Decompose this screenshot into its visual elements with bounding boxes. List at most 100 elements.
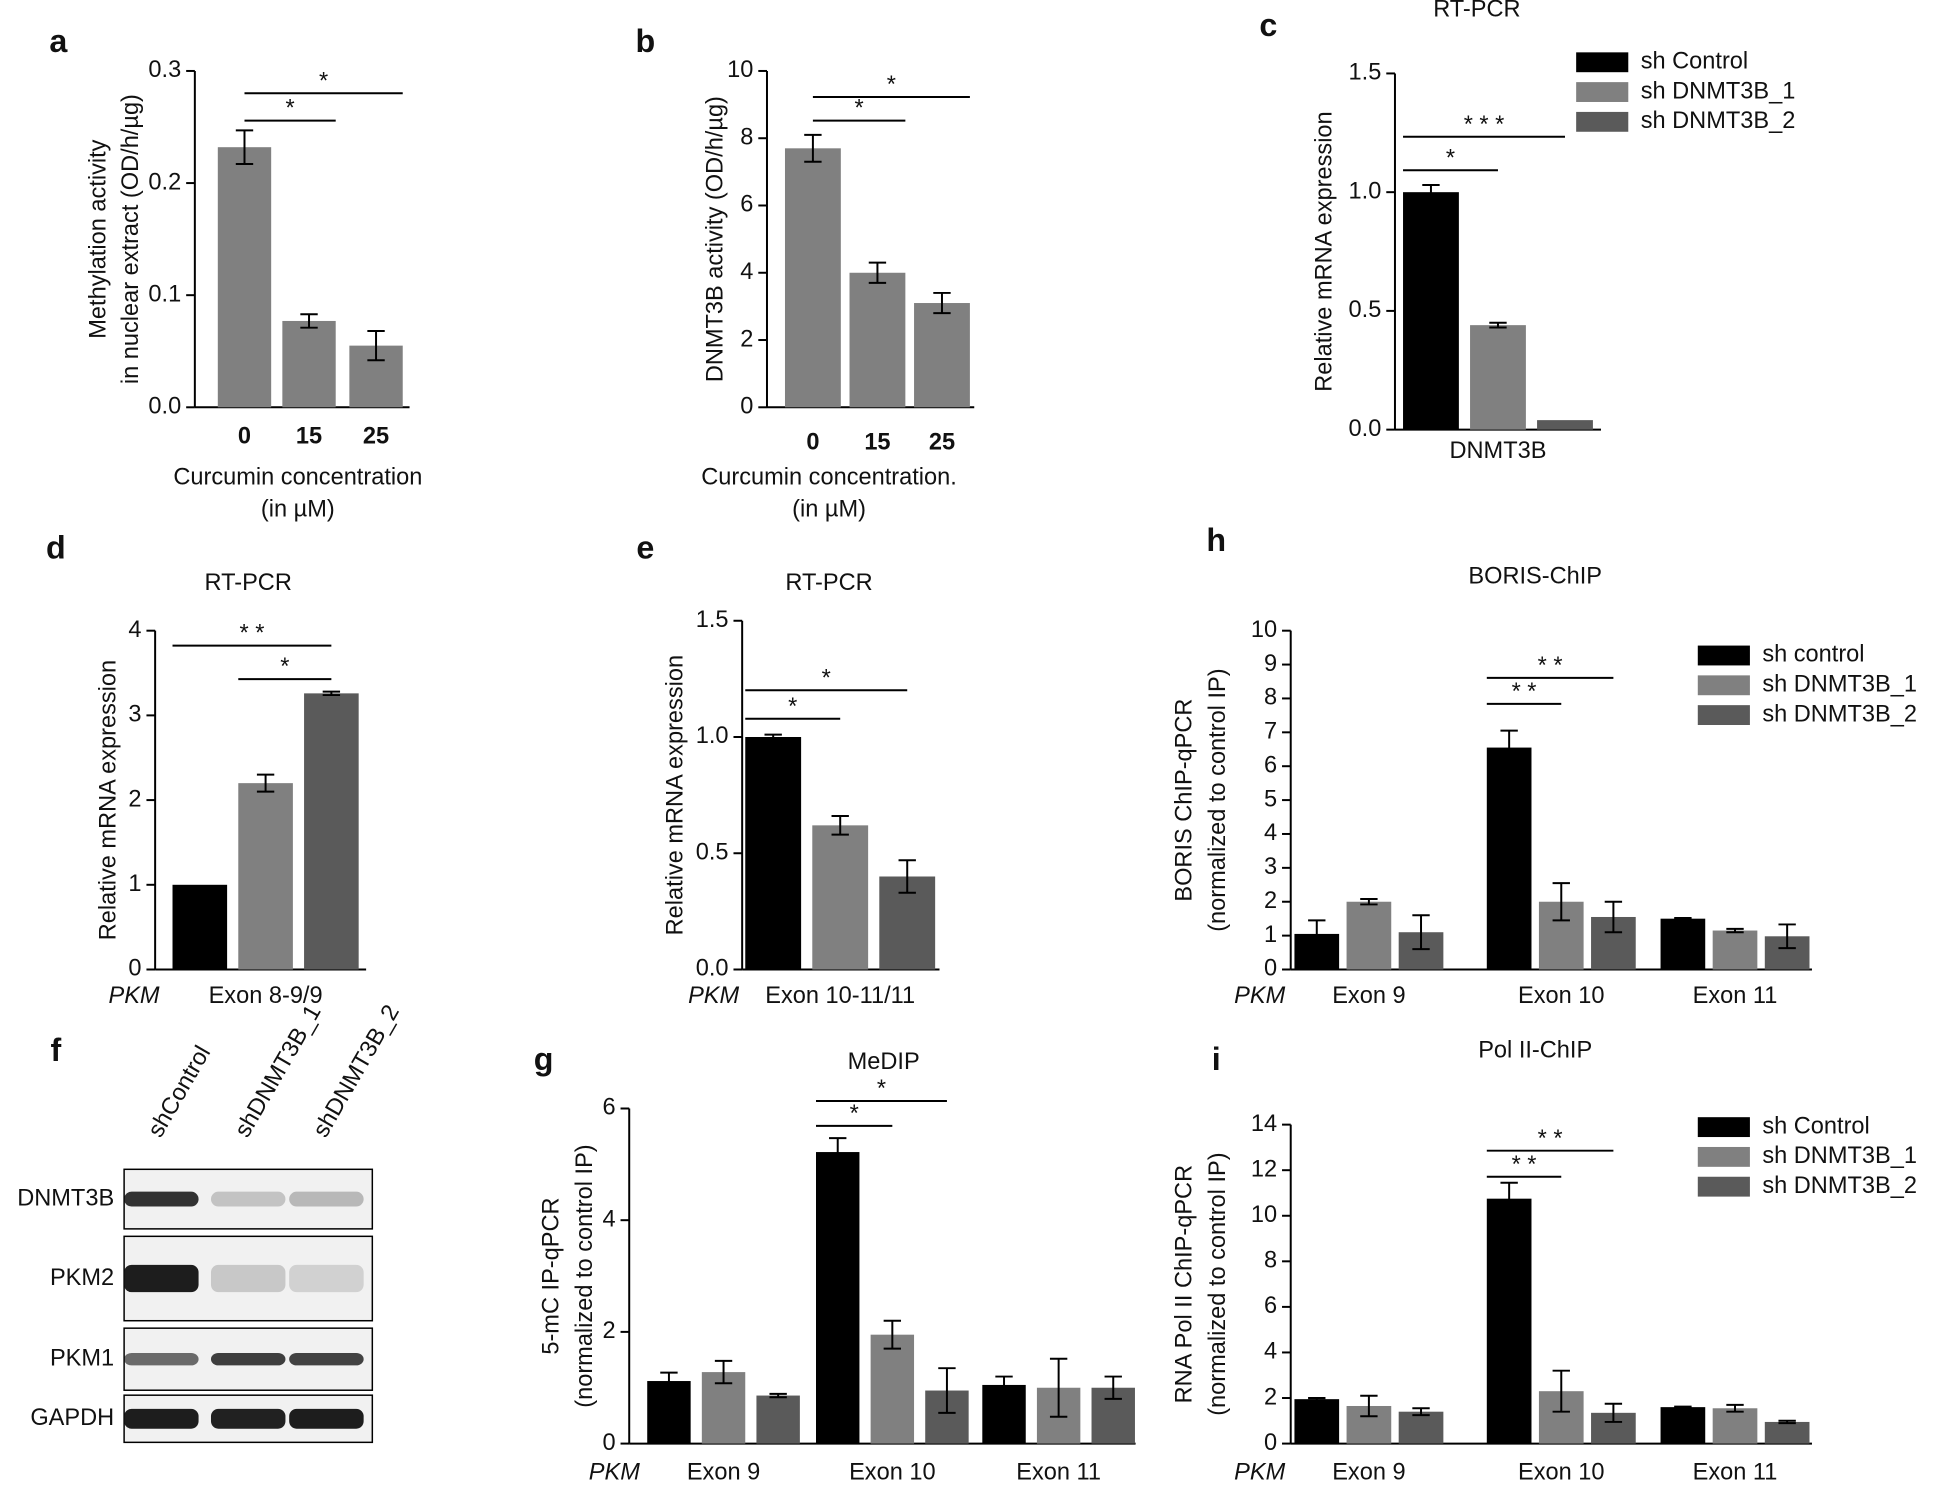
- legend-swatch: [1697, 675, 1750, 696]
- x-tick-label: Exon 10-11/11: [765, 982, 915, 1008]
- row-label: PKM2: [50, 1264, 114, 1290]
- error-bar: [322, 690, 341, 697]
- x-tick-label: DNMT3B: [1450, 437, 1547, 463]
- y-tick-label: 2: [1264, 1383, 1277, 1409]
- error-bar: [1778, 1419, 1796, 1425]
- error-bar: [995, 1375, 1013, 1395]
- x-tick-label: Exon 9: [1332, 1459, 1405, 1485]
- x-tick-label: Exon 10: [849, 1459, 936, 1485]
- y-tick-label: 0: [1264, 1429, 1277, 1455]
- error-bar: [300, 313, 318, 329]
- x-axis-label: Curcumin concentration: [173, 463, 422, 489]
- legend-swatch: [1697, 1146, 1750, 1167]
- error-bar: [1360, 1394, 1378, 1418]
- x-tick-label: Exon 9: [1332, 982, 1405, 1008]
- y-tick-label: 0: [740, 393, 753, 419]
- error-bar: [883, 1319, 902, 1350]
- legend-label: sh DNMT3B_2: [1762, 1172, 1917, 1198]
- legend-swatch: [1697, 1176, 1750, 1197]
- error-bar: [235, 129, 254, 166]
- significance-label: * *: [239, 620, 264, 646]
- row-label: PKM1: [50, 1344, 114, 1370]
- bar: [982, 1384, 1026, 1444]
- bar: [1398, 1411, 1444, 1444]
- error-bar: [256, 773, 275, 793]
- y-tick-label: 2: [602, 1317, 615, 1343]
- error-bar: [1500, 1181, 1518, 1216]
- y-axis-label: (normalized to control IP): [1204, 1152, 1230, 1415]
- y-tick-label: 6: [1264, 751, 1277, 777]
- x-tick-label: 15: [864, 429, 890, 455]
- y-axis-label: Methylation activity: [85, 139, 111, 338]
- panel-label: i: [1212, 1041, 1221, 1077]
- y-tick-label: 4: [1264, 1338, 1277, 1364]
- bar: [1764, 1421, 1810, 1444]
- x-tick-label: Exon 8-9/9: [209, 982, 323, 1008]
- error-bar: [1778, 923, 1796, 950]
- x-tick-label: Exon 11: [1693, 982, 1778, 1008]
- error-bar: [1489, 321, 1507, 329]
- error-bar: [1308, 1397, 1326, 1402]
- panel-label: b: [636, 23, 656, 59]
- x-axis-label: Curcumin concentration.: [701, 463, 957, 489]
- y-axis-label: in nuclear extract (OD/h/µg): [117, 94, 143, 384]
- error-bar: [933, 291, 951, 315]
- y-tick-label: 4: [128, 616, 141, 642]
- y-tick-label: 1: [128, 870, 141, 896]
- y-tick-label: 8: [740, 123, 753, 149]
- error-bar: [1604, 900, 1623, 934]
- y-tick-label: 0.3: [148, 56, 181, 82]
- bar: [282, 320, 336, 408]
- y-tick-label: 0: [1264, 955, 1277, 981]
- error-bar: [660, 1371, 678, 1391]
- legend-swatch: [1576, 111, 1629, 132]
- bar: [756, 1395, 800, 1444]
- panel-label: e: [636, 530, 654, 566]
- x-tick-label: Exon 11: [1693, 1459, 1778, 1485]
- y-axis-label: Relative mRNA expression: [662, 655, 688, 935]
- y-axis-label: DNMT3B activity (OD/h/µg): [701, 96, 727, 382]
- error-bar: [1552, 882, 1570, 922]
- legend-label: sh DNMT3B_1: [1762, 1142, 1917, 1168]
- error-bar: [1049, 1357, 1068, 1418]
- bar: [849, 272, 906, 408]
- y-tick-label: 1.0: [1349, 177, 1382, 203]
- y-axis-label: Relative mRNA expression: [1311, 111, 1337, 391]
- significance-label: *: [877, 1075, 886, 1101]
- bar: [1486, 1198, 1532, 1444]
- y-tick-label: 4: [1264, 819, 1277, 845]
- y-tick-label: 2: [128, 785, 141, 811]
- y-tick-label: 0.1: [148, 280, 181, 306]
- blot-band: [289, 1352, 364, 1366]
- bar: [1486, 747, 1532, 970]
- legend-label: sh DNMT3B_2: [1641, 107, 1796, 133]
- error-bar: [1674, 1405, 1692, 1409]
- blot-band: [124, 1264, 199, 1293]
- blot-band: [124, 1408, 199, 1429]
- blot-band: [210, 1264, 286, 1293]
- bar: [1403, 192, 1459, 430]
- blot-band: [210, 1408, 286, 1429]
- y-tick-label: 9: [1264, 650, 1277, 676]
- y-tick-label: 3: [1264, 853, 1277, 879]
- significance-label: * * *: [1464, 111, 1505, 137]
- significance-label: *: [319, 67, 328, 93]
- y-tick-label: 8: [1264, 684, 1277, 710]
- x-tick-label: Exon 10: [1518, 1459, 1605, 1485]
- y-tick-label: 3: [128, 701, 141, 727]
- error-bar: [938, 1367, 956, 1414]
- error-bar: [1726, 927, 1744, 934]
- significance-label: *: [887, 71, 896, 97]
- error-bar: [769, 1392, 787, 1399]
- panel-label: h: [1206, 522, 1226, 558]
- y-tick-label: 0.5: [696, 838, 729, 864]
- error-bar: [1552, 1369, 1570, 1413]
- y-tick-label: 0.2: [148, 168, 181, 194]
- x-tick-label: 15: [296, 422, 322, 448]
- legend-swatch: [1576, 52, 1629, 73]
- error-bar: [804, 133, 822, 163]
- significance-label: * *: [1538, 652, 1563, 678]
- significance-label: *: [822, 664, 831, 690]
- y-tick-label: 12: [1251, 1155, 1277, 1181]
- error-bar: [868, 261, 887, 284]
